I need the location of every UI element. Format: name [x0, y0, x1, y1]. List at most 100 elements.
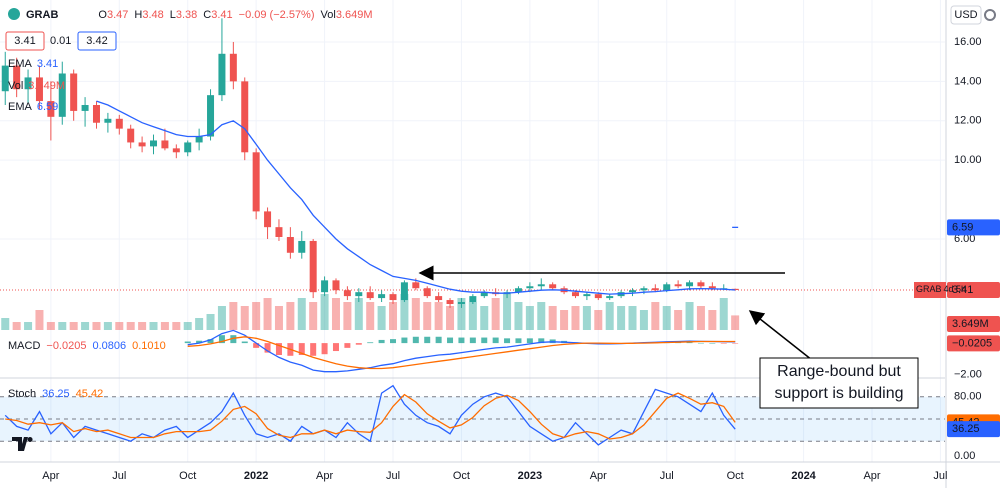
- volume-bar: [446, 306, 455, 330]
- macd-histogram-bar: [378, 339, 385, 344]
- candle-body: [332, 280, 340, 291]
- volume-bar: [468, 302, 477, 330]
- volume-bar: [719, 298, 728, 330]
- candle-body: [47, 101, 55, 117]
- currency[interactable]: USD: [954, 9, 977, 21]
- volume-bar: [434, 302, 443, 330]
- volume-bar: [731, 315, 740, 330]
- axis-value-box: [947, 282, 1000, 299]
- legend-row: EMA 6.59: [8, 101, 58, 113]
- axis-value: 3.41: [952, 284, 973, 296]
- candle-body: [195, 136, 203, 143]
- candle-body: [104, 118, 112, 123]
- candle-body: [629, 290, 637, 293]
- macd-line: [187, 336, 736, 370]
- candle-body: [366, 292, 374, 299]
- y-tick-label: 0.00: [954, 450, 975, 462]
- candle-body: [480, 292, 488, 297]
- candle-body: [298, 240, 306, 253]
- candle-body: [92, 105, 100, 123]
- macd-histogram-bar: [720, 343, 727, 344]
- volume-bar: [320, 294, 329, 330]
- macd-histogram-bar: [253, 343, 260, 348]
- candle-body: [514, 288, 522, 293]
- axes: Apr Jul Oct 2022 Apr Jul Oct 2023 Apr Jul Oct 2024 A…: [5, 9, 1000, 482]
- axis-value-box: [947, 421, 1000, 438]
- volume-bar: [35, 310, 44, 330]
- volume-bar: [343, 302, 352, 330]
- stoch-line: [4, 384, 736, 446]
- volume-bar: [628, 306, 637, 330]
- legend-value: 3.649M: [28, 80, 65, 92]
- legend-label: EMA: [8, 101, 33, 113]
- candle-body: [207, 95, 215, 137]
- volume-bar: [696, 306, 705, 330]
- y-tick-label: 80.00: [954, 391, 982, 403]
- annotation-box: [759, 357, 919, 409]
- macd-histogram-bar: [709, 343, 716, 344]
- y-tick-label: 16.00: [954, 36, 982, 48]
- volume-bar: [46, 322, 55, 330]
- macd-histogram-bar: [515, 338, 522, 344]
- legend-label: EMA: [8, 58, 33, 70]
- symbol: GRAB: [26, 9, 58, 21]
- header: GRAB O3.47 H3.48 L3.38 C3.41 −0.09 (−2.57%) Vo…: [26, 9, 373, 21]
- macd-histogram-bar: [196, 340, 203, 344]
- change: −0.09 (−2.57%): [239, 9, 315, 21]
- volume-bar: [103, 322, 112, 330]
- volume-bar: [423, 302, 432, 330]
- candle-body: [264, 211, 272, 228]
- x-tick-label: Apr: [316, 470, 333, 482]
- settings-icon[interactable]: [984, 9, 996, 21]
- ohlc-value: 3.47: [107, 9, 128, 21]
- bid: 3.41: [14, 35, 35, 47]
- annotation-text: Range-bound but: [777, 363, 901, 380]
- axis-value-box: [947, 335, 1000, 352]
- x-tick-label: Jul: [660, 470, 674, 482]
- grid: [0, 0, 945, 462]
- macd-histogram-bar: [538, 338, 545, 344]
- ask: 3.42: [86, 35, 107, 47]
- volume-bar: [297, 298, 306, 330]
- candle-body: [400, 282, 408, 301]
- volume-bar: [582, 306, 591, 330]
- legend-value: 0.0806: [92, 340, 126, 352]
- volume-bar: [183, 322, 192, 330]
- volume-bar: [138, 322, 147, 330]
- macd-histogram-bar: [526, 338, 533, 344]
- volume-bar: [1, 318, 10, 330]
- x-tick-label: 2022: [244, 470, 268, 482]
- macd-histogram-bar: [732, 343, 739, 344]
- candle-body: [469, 296, 477, 303]
- axis-value: 36.25: [952, 423, 980, 435]
- axis-value-box: [947, 316, 1000, 332]
- legend-value: 36.25: [42, 388, 70, 400]
- stoch-line: [5, 392, 736, 440]
- candle-body: [184, 142, 192, 153]
- legend-row: Vol 3.649M: [8, 80, 65, 92]
- symbol: GRAB: [916, 284, 942, 294]
- currency-button[interactable]: [950, 5, 982, 25]
- volume-bar: [149, 322, 158, 330]
- macd-histogram-bar: [390, 339, 397, 344]
- candle-body: [549, 284, 557, 289]
- legend-value: 0.1010: [132, 340, 166, 352]
- candle-body: [275, 227, 283, 238]
- volume-bar: [389, 302, 398, 330]
- volume-bar: [480, 306, 489, 330]
- volume-bar: [286, 302, 295, 330]
- candle-body: [81, 105, 89, 111]
- macd-histogram-bar: [481, 337, 488, 344]
- macd-histogram-bar: [241, 341, 248, 344]
- candle-body: [640, 288, 648, 291]
- candle-body: [389, 294, 397, 301]
- macd-histogram-bar: [435, 336, 442, 344]
- stoch-legend: Stoch 36.25 45.42: [8, 388, 103, 400]
- volume-bar: [491, 298, 500, 330]
- candle-body: [708, 286, 716, 289]
- candle-body: [321, 280, 329, 293]
- x-tick-label: Apr: [590, 470, 607, 482]
- volume-bar: [571, 306, 580, 330]
- volume-bar: [81, 322, 90, 330]
